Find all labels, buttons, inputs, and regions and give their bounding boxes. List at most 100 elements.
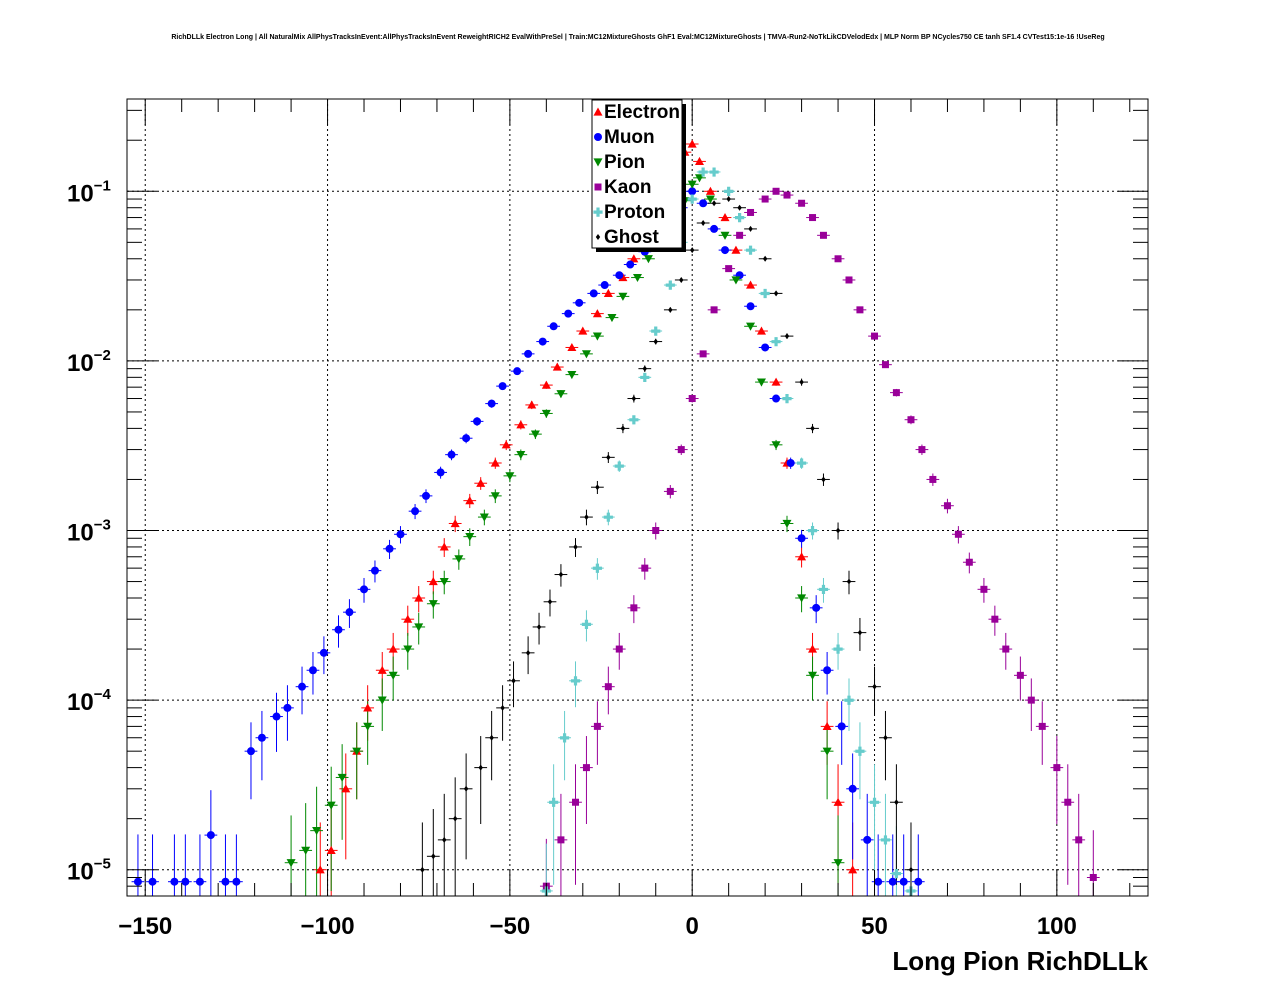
pion-point: [388, 671, 398, 680]
muon-point: [462, 434, 471, 443]
muon-point: [746, 302, 755, 311]
kaon-point: [1089, 873, 1097, 881]
ghost-point: [442, 836, 447, 843]
electron-point: [618, 273, 628, 282]
kaon-point: [819, 231, 827, 239]
ghost-point: [857, 629, 863, 636]
x-axis-title: Long Pion RichDLLk: [892, 946, 1148, 976]
electron-point: [687, 139, 697, 148]
kaon-point: [604, 683, 612, 691]
kaon-point: [582, 764, 590, 772]
kaon-point: [666, 487, 674, 495]
muon-point: [549, 322, 558, 331]
legend-label-proton: Proton: [604, 202, 665, 223]
muon-point: [823, 666, 832, 675]
legend-label-pion: Pion: [604, 152, 645, 173]
x-tick-label: 100: [1037, 913, 1077, 940]
muon-point: [447, 450, 456, 459]
kaon-point: [699, 350, 707, 358]
y-tick-label: 10−1: [67, 177, 111, 207]
muon-point: [626, 260, 635, 269]
muon-point: [148, 877, 157, 886]
proton-point: [807, 526, 818, 536]
ghost-point: [642, 365, 647, 372]
plot-frame: [126, 98, 1149, 897]
kaon-point: [856, 306, 864, 314]
muon-point: [761, 343, 770, 352]
muon-point: [513, 367, 522, 376]
axis-ticks-layer: [127, 99, 1148, 897]
ghost-point: [620, 425, 626, 432]
electron-point: [465, 496, 475, 505]
pion-point: [705, 195, 715, 204]
electron-point: [771, 377, 781, 386]
x-tick-label: 0: [686, 913, 699, 940]
kaon-point: [652, 527, 660, 535]
plot-title: RichDLLk Electron Long | All NaturalMix …: [171, 34, 1105, 41]
proton-point: [698, 167, 708, 177]
kaon-point: [1064, 798, 1072, 806]
error-bars-layer: [131, 142, 1100, 896]
electron-point: [341, 784, 351, 793]
electron-point: [490, 458, 500, 467]
legend-marker-kaon: [594, 183, 602, 191]
proton-point: [640, 372, 650, 383]
pion-point: [301, 846, 311, 855]
kaon-point: [783, 191, 791, 199]
electron-point: [377, 665, 387, 674]
electron-point: [629, 254, 639, 263]
kaon-point: [1038, 722, 1046, 730]
proton-point: [559, 733, 570, 743]
kaon-point: [881, 361, 889, 369]
pion-point: [797, 594, 807, 603]
muon-point: [772, 394, 781, 403]
electron-point: [578, 326, 588, 335]
ghost-point: [489, 734, 494, 741]
proton-point: [581, 619, 592, 629]
electron-point: [403, 614, 413, 623]
electron-point: [603, 288, 613, 297]
muon-point: [411, 507, 420, 516]
pion-point: [607, 313, 617, 323]
muon-point: [837, 722, 846, 731]
ghost-point: [668, 306, 673, 313]
proton-point: [687, 194, 697, 204]
pion-point: [363, 722, 373, 731]
electron-point: [501, 440, 511, 449]
electron-point: [833, 797, 843, 806]
electron-point: [450, 518, 460, 528]
muon-point: [589, 289, 598, 298]
legend-marker-proton: [593, 207, 603, 217]
muon-point: [786, 459, 795, 468]
pion-point: [541, 409, 551, 418]
x-tick-label: −50: [490, 913, 531, 940]
ghost-point: [784, 333, 790, 340]
muon-point: [360, 585, 369, 594]
muon-point: [170, 877, 179, 886]
pion-point: [720, 231, 730, 240]
muon-point: [615, 271, 624, 280]
electron-point: [541, 380, 551, 389]
muon-point: [436, 468, 445, 477]
pion-point: [530, 430, 540, 439]
muon-point: [370, 566, 379, 575]
kaon-point: [834, 255, 842, 263]
electron-point: [756, 326, 766, 335]
proton-point: [855, 746, 865, 756]
pion-point: [414, 623, 424, 632]
muon-point: [888, 877, 897, 886]
muon-point: [524, 349, 533, 358]
kaon-point: [1075, 836, 1083, 844]
pion-point: [643, 255, 653, 264]
pion-point: [592, 332, 602, 341]
electron-point: [326, 845, 336, 855]
kaon-point: [736, 231, 744, 239]
electron-point: [592, 309, 602, 318]
electron-point: [476, 478, 486, 487]
electron-point: [527, 400, 537, 409]
proton-point: [818, 584, 829, 595]
y-tick-label: 10−4: [67, 686, 111, 716]
ghost-point: [511, 677, 516, 684]
pion-point: [490, 492, 500, 501]
